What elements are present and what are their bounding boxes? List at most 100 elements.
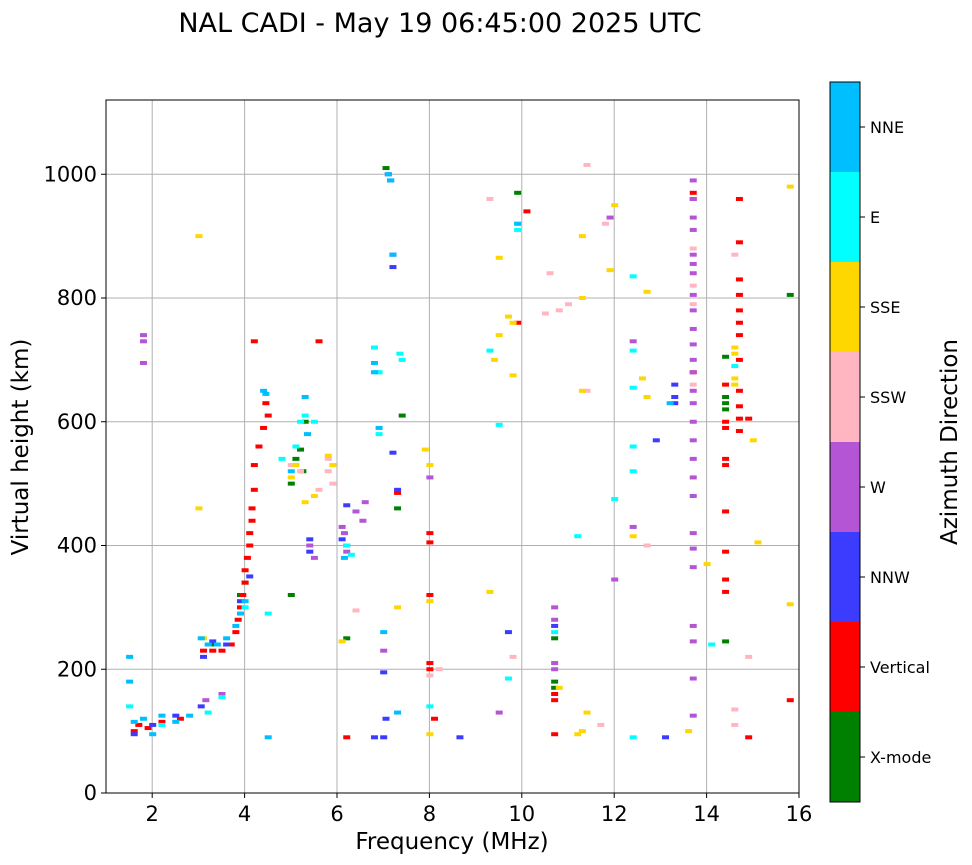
data-point-e	[204, 710, 212, 715]
colorbar-label: SSW	[870, 388, 906, 407]
data-point-vertical	[426, 667, 434, 672]
data-point-e	[158, 722, 166, 727]
data-point-nne	[186, 713, 194, 718]
colorbar-segment	[830, 82, 860, 172]
data-point-w	[689, 713, 697, 718]
data-point-w	[689, 623, 697, 628]
data-point-vertical	[722, 456, 730, 461]
data-point-e	[375, 432, 383, 437]
data-point-w	[689, 438, 697, 443]
data-point-sse	[310, 494, 318, 498]
data-point-vertical	[241, 580, 249, 585]
data-point-nne	[232, 623, 240, 628]
data-point-nnw	[197, 704, 205, 709]
data-point-ssw	[597, 722, 605, 727]
data-point-x-mode	[786, 292, 794, 297]
data-point-w	[689, 456, 697, 461]
data-point-vertical	[689, 190, 697, 195]
data-point-sse	[509, 373, 517, 378]
data-point-w	[495, 710, 503, 715]
plot-frame	[105, 99, 800, 794]
data-point-w	[689, 197, 697, 201]
data-point-sse	[731, 351, 739, 356]
data-point-w	[689, 292, 697, 297]
data-point-sse	[574, 732, 582, 737]
data-point-ssw	[555, 308, 563, 313]
data-point-nnw	[671, 382, 679, 387]
data-point-vertical	[745, 416, 753, 421]
data-point-vertical	[262, 401, 270, 406]
data-point-ssw	[583, 162, 591, 167]
data-point-vertical	[246, 531, 254, 536]
data-point-sse	[324, 453, 332, 458]
data-point-w	[551, 605, 559, 610]
data-point-w	[340, 531, 348, 536]
data-point-w	[689, 419, 697, 424]
data-point-w	[689, 308, 697, 313]
x-axis-label: Frequency (MHz)	[355, 829, 548, 855]
colorbar-label: E	[870, 208, 880, 227]
data-point-e	[504, 676, 512, 681]
colorbar-segment	[830, 172, 860, 262]
data-point-w	[689, 227, 697, 232]
data-point-sse	[329, 463, 337, 468]
data-point-nnw	[394, 487, 402, 492]
data-point-sse	[583, 710, 591, 715]
data-point-vertical	[426, 661, 434, 666]
data-point-vertical	[551, 692, 559, 696]
data-point-w	[689, 494, 697, 498]
data-point-ssw	[541, 311, 549, 316]
data-point-nne	[126, 679, 134, 684]
data-point-vertical	[176, 716, 184, 721]
colorbar-segment	[830, 532, 860, 622]
data-point-nne	[126, 654, 134, 659]
data-point-ssw	[731, 252, 739, 257]
data-point-w	[689, 271, 697, 276]
data-point-sse	[629, 534, 637, 539]
data-point-e	[731, 364, 739, 369]
data-point-sse	[611, 203, 619, 208]
data-point-x-mode	[398, 413, 406, 418]
data-point-w	[306, 543, 314, 548]
data-point-w	[218, 692, 226, 696]
data-point-vertical	[315, 339, 323, 344]
colorbar-segment	[830, 442, 860, 532]
data-point-nne	[197, 636, 205, 641]
data-point-w	[202, 698, 210, 703]
data-point-nnw	[223, 642, 231, 647]
data-point-nnw	[389, 265, 397, 270]
data-point-e	[574, 534, 582, 539]
data-point-nnw	[504, 630, 512, 635]
data-point-vertical	[250, 487, 258, 492]
data-point-nnw	[380, 735, 388, 740]
data-point-vertical	[255, 444, 263, 449]
data-point-x-mode	[343, 636, 351, 641]
data-point-vertical	[722, 425, 730, 430]
data-point-vertical	[248, 518, 256, 523]
data-point-vertical	[239, 593, 247, 597]
data-point-nne	[303, 432, 311, 437]
y-axis-ticks: 0 200 400 600 800 1000	[44, 162, 106, 805]
colorbar-frame	[829, 81, 861, 803]
data-point-nnw	[343, 503, 351, 508]
data-point-x-mode	[382, 166, 390, 171]
x-tick-label: 14	[693, 802, 720, 826]
y-tick-label: 200	[57, 657, 97, 681]
data-point-sse	[578, 388, 586, 393]
data-point-nnw	[662, 735, 670, 740]
data-point-vertical	[200, 648, 208, 653]
data-point-nnw	[149, 722, 157, 727]
data-point-e	[301, 413, 309, 418]
data-point-x-mode	[722, 395, 730, 399]
data-point-w	[380, 648, 388, 653]
data-point-w	[689, 215, 697, 220]
data-point-nne	[394, 710, 402, 715]
data-point-w	[689, 531, 697, 536]
data-point-ssw	[731, 722, 739, 727]
data-point-x-mode	[514, 190, 522, 195]
data-point-x-mode	[551, 679, 559, 684]
colorbar-segment	[830, 622, 860, 712]
data-point-e	[264, 611, 272, 616]
data-point-nnw	[389, 450, 397, 455]
data-point-w	[689, 565, 697, 570]
